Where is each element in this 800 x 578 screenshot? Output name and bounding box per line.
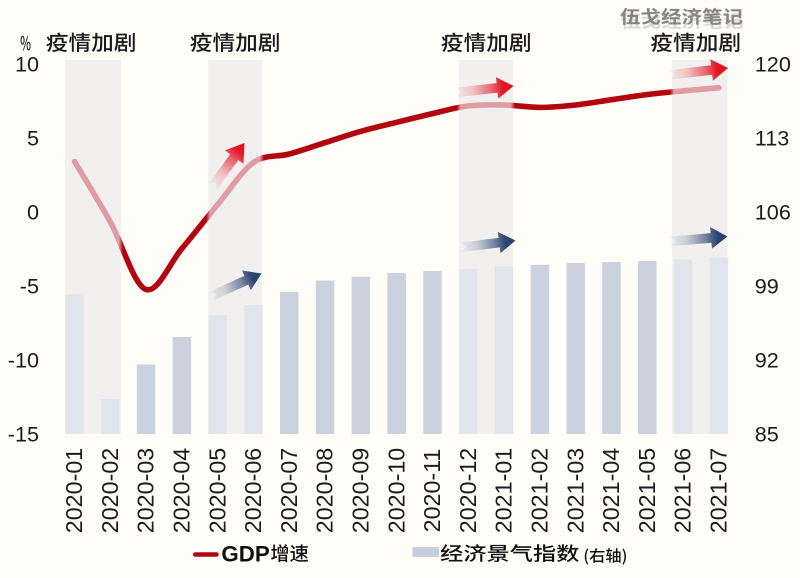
svg-text:2020-10: 2020-10 <box>383 448 409 534</box>
svg-text:2021-02: 2021-02 <box>527 448 553 534</box>
svg-text:120: 120 <box>755 52 791 77</box>
svg-text:2020-03: 2020-03 <box>133 448 159 534</box>
svg-text:99: 99 <box>755 274 779 299</box>
svg-text:2020-08: 2020-08 <box>312 448 338 534</box>
svg-text:2020-12: 2020-12 <box>455 448 481 534</box>
svg-text:GDP: GDP <box>221 541 269 566</box>
svg-text:10: 10 <box>15 52 39 77</box>
svg-text:0: 0 <box>27 200 39 225</box>
svg-text:2020-07: 2020-07 <box>276 448 302 534</box>
svg-text:2020-05: 2020-05 <box>204 448 230 534</box>
svg-text:2021-03: 2021-03 <box>562 448 588 534</box>
svg-text:113: 113 <box>755 126 789 151</box>
svg-text:2021-06: 2021-06 <box>670 448 696 534</box>
svg-text:-10: -10 <box>8 348 39 373</box>
svg-text:2020-09: 2020-09 <box>348 448 374 534</box>
svg-text:85: 85 <box>755 422 779 447</box>
svg-text:2021-01: 2021-01 <box>491 448 517 534</box>
svg-text:-15: -15 <box>8 422 39 447</box>
svg-text:92: 92 <box>755 348 779 373</box>
svg-text:2021-04: 2021-04 <box>598 448 624 534</box>
svg-text:2020-04: 2020-04 <box>169 448 195 534</box>
svg-text:2020-02: 2020-02 <box>97 448 123 534</box>
svg-text:2020-01: 2020-01 <box>61 448 87 534</box>
svg-text:5: 5 <box>27 126 39 151</box>
svg-text:2020-11: 2020-11 <box>419 449 445 533</box>
svg-text:2021-07: 2021-07 <box>706 448 732 534</box>
svg-text:2020-06: 2020-06 <box>240 448 266 534</box>
svg-text:-5: -5 <box>20 274 39 299</box>
svg-text:2021-05: 2021-05 <box>634 448 660 534</box>
svg-text:106: 106 <box>755 200 791 225</box>
